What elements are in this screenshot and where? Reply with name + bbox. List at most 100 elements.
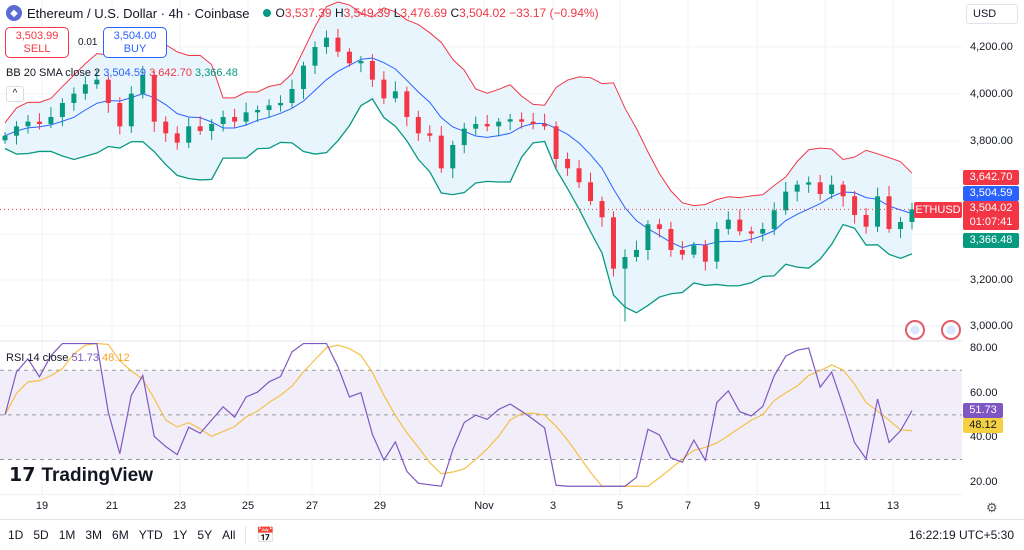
candle-body (392, 91, 398, 99)
range-5y[interactable]: 5Y (197, 528, 213, 542)
range-1d[interactable]: 1D (8, 528, 24, 542)
x-tick: 19 (35, 500, 49, 512)
candle-body (679, 249, 685, 255)
price-tick: 3,200.00 (970, 274, 1013, 286)
candle-body (140, 74, 146, 94)
tradingview-logo[interactable]: 𝟭𝟳 TradingView (9, 464, 154, 487)
candle-body (519, 119, 525, 122)
bb-middle-tag: 3,504.59 (963, 186, 1019, 201)
candle-body (542, 123, 548, 127)
rsi-legend[interactable]: RSI 14 close 51.73 48.12 (6, 352, 130, 364)
candle-body (909, 209, 915, 222)
candle-body (794, 184, 800, 192)
range-ytd[interactable]: YTD (138, 528, 163, 542)
range-1y[interactable]: 1Y (172, 528, 188, 542)
range-toolbar: 1D 5D 1M 3M 6M YTD 1Y 5Y All 📅 (0, 519, 1024, 550)
candle-body (553, 126, 559, 159)
range-1m[interactable]: 1M (58, 528, 76, 542)
candle-body (633, 249, 639, 257)
candle-body (565, 158, 571, 169)
candle-body (829, 184, 835, 194)
symbol-title[interactable]: Ethereum / U.S. Dollar · 4h · Coinbase (27, 5, 250, 21)
candle-body (610, 217, 616, 269)
price-tick: 3,000.00 (970, 320, 1013, 332)
candle-body (484, 123, 490, 127)
candle-body (450, 144, 456, 169)
rsi-line (4, 342, 913, 487)
sell-button[interactable]: 3,503.99 SELL (5, 27, 69, 58)
candle-body (220, 116, 226, 124)
candle-body (117, 102, 123, 127)
candle-body (737, 219, 743, 232)
rsi-tick: 60.00 (970, 387, 998, 399)
candle-body (2, 135, 8, 141)
candle-body (255, 109, 261, 113)
candle-body (36, 121, 42, 124)
bb-fill (5, 2, 912, 313)
candle-body (863, 214, 869, 227)
x-tick: 5 (616, 500, 624, 512)
candle-body (289, 88, 295, 103)
rsi-tick: 40.00 (970, 431, 998, 443)
candle-body (174, 133, 180, 143)
candle-body (48, 116, 54, 124)
bb-lower-line (4, 98, 913, 314)
range-3m[interactable]: 3M (85, 528, 103, 542)
candle-body (725, 219, 731, 229)
clock[interactable]: 16:22:19 UTC+5:30 (908, 528, 1014, 542)
x-tick: 29 (373, 500, 387, 512)
buy-button[interactable]: 3,504.00 BUY (103, 27, 167, 58)
rsi-tick: 80.00 (970, 342, 998, 354)
candle-body (760, 228, 766, 234)
price-chart[interactable] (0, 0, 962, 495)
candle-body (232, 116, 238, 122)
candle-body (59, 102, 65, 117)
market-status-dot (262, 9, 271, 17)
range-all[interactable]: All (222, 528, 236, 542)
collapse-legend-button[interactable]: ^ (6, 86, 24, 102)
candle-body (381, 79, 387, 99)
go-to-date-icon[interactable]: 📅 (256, 527, 276, 544)
x-tick: Nov (474, 500, 494, 512)
candle-body (415, 116, 421, 134)
bar-countdown: 01:07:41 (963, 215, 1019, 230)
us-event-flag-icon[interactable] (905, 320, 925, 340)
price-tick: 3,800.00 (970, 135, 1013, 147)
candle-body (94, 79, 100, 85)
candle-body (507, 119, 513, 122)
rsi-tick: 20.00 (970, 476, 998, 488)
candle-body (714, 228, 720, 262)
currency-selector[interactable]: USD (966, 4, 1018, 24)
candle-body (622, 256, 628, 269)
x-tick: 27 (305, 500, 319, 512)
candle-body (748, 231, 754, 234)
candle-body (886, 196, 892, 229)
scale-settings-icon[interactable]: ⚙ (986, 500, 998, 515)
candle-body (209, 123, 215, 131)
candle-body (323, 37, 329, 47)
candle-body (840, 184, 846, 197)
range-6m[interactable]: 6M (112, 528, 129, 542)
range-5d[interactable]: 5D (33, 528, 49, 542)
bb-legend[interactable]: BB 20 SMA close 2 3,504.59 3,642.70 3,36… (6, 67, 238, 79)
ethereum-icon: ◆ (6, 5, 22, 21)
symbol-price-label: ETHUSD (914, 202, 962, 218)
rsi-ma-tag: 48.12 (963, 418, 1003, 433)
x-tick: 7 (684, 500, 692, 512)
us-event-flag-icon[interactable] (941, 320, 961, 340)
x-tick: 21 (105, 500, 119, 512)
price-tick: 4,200.00 (970, 41, 1013, 53)
x-tick: 23 (173, 500, 187, 512)
candle-body (404, 91, 410, 117)
candle-body (163, 121, 169, 134)
candle-body (875, 196, 881, 227)
candle-body (278, 102, 284, 106)
bb-lower-tag: 3,366.48 (963, 233, 1019, 248)
candle-body (817, 182, 823, 194)
candle-body (128, 93, 134, 127)
candle-body (438, 135, 444, 169)
symbol-header: ◆ Ethereum / U.S. Dollar · 4h · Coinbase… (6, 5, 599, 21)
candle-body (105, 79, 111, 103)
candle-body (530, 121, 536, 124)
spread: 0.01 (78, 37, 98, 48)
